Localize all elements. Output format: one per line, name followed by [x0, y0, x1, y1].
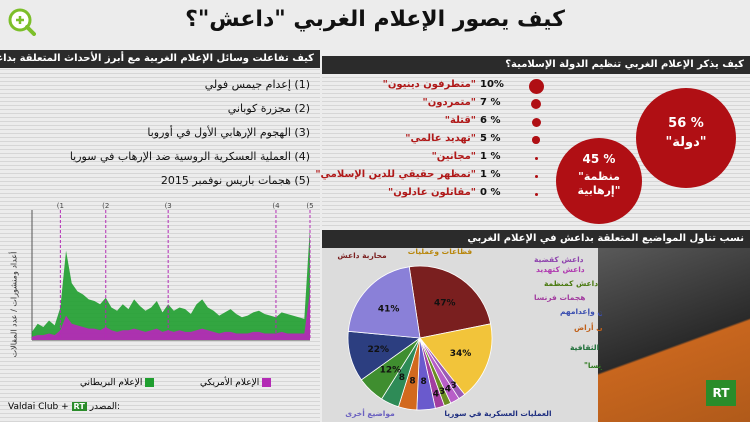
bubble-terror-org: 45 % "منظمة إرهابية" [556, 138, 642, 224]
bubble-state-label: "دولة" [665, 135, 707, 150]
pie-category-label: هجمات فرنسا [534, 293, 585, 302]
pie-value-label: 8 [421, 377, 427, 387]
pie-slice [419, 323, 493, 396]
term-label: "قتلة" [444, 115, 476, 126]
area-series-uk [32, 226, 310, 340]
event-item-5: (5) هجمات باريس نوفمبر 2015 [160, 174, 310, 187]
bubble-terror-pct: 45 % [582, 152, 616, 166]
term-pct: 5 % [480, 133, 501, 144]
event-item-3: (3) الهجوم الإرهابي الأول في أوروبا [147, 126, 310, 139]
legend-uk-swatch [145, 378, 155, 387]
term-label: "متمردون" [422, 97, 476, 108]
event-marker-label-3: (3 [165, 202, 172, 210]
media-area-chart: (1 (2 (3 (4 (5 [31, 202, 314, 341]
term-pct: 1 % [480, 169, 501, 180]
term-pct: 7 % [480, 97, 501, 108]
source-line: Valdai Club + RT المصدر: [8, 402, 168, 416]
term-dot [531, 117, 541, 127]
term-dot [534, 174, 538, 178]
term-label: "متطرفون دينيون" [382, 79, 476, 90]
pie-category-label: داعش كقضية [534, 255, 584, 264]
pie-value-label: 47% [434, 299, 456, 309]
event-marker-label-4: (4 [272, 202, 280, 210]
pie-category-label: داعش كمنظمة [544, 279, 598, 288]
legend-us-swatch [262, 378, 272, 387]
term-row: 6 % "قتلة" [330, 114, 550, 130]
pie-category-label: استيلاء داعش على أراض [574, 322, 602, 332]
pie-category-label: جرائم داعش الثقافية [570, 343, 602, 352]
legend-us: الإعلام الأمريكي [200, 378, 272, 388]
pie-category-label: العمليات العسكرية في سوريا [444, 409, 551, 418]
term-dot [534, 156, 538, 160]
term-label: "تمظهر حقيقي للدين الإسلامي" [315, 169, 476, 180]
pie-value-label: 12% [380, 365, 402, 375]
events-list: (1) إعدام جيمس فولي (2) مجزرة كوباني (3)… [20, 78, 310, 198]
bubble-terror-label: "منظمة إرهابية" [577, 170, 621, 197]
pie-category-label: محاربة داعش [337, 251, 387, 260]
term-row: 5 % "تهديد عالمي" [330, 132, 550, 148]
event-item-2: (2) مجزرة كوباني [227, 102, 310, 115]
pie-value-label: 3 [450, 381, 456, 391]
event-marker-label-1: (1 [57, 202, 64, 210]
pie-category-label: هجمات أخرى غير "نوفمبر فرنسا" [584, 360, 602, 370]
term-dot [532, 136, 540, 144]
legend-us-label: الإعلام الأمريكي [200, 378, 260, 388]
page-title: كيف يصور الإعلام الغربي "داعش"؟ [185, 7, 565, 32]
area-series-us [32, 291, 310, 340]
pie-category-label: مواضيع أخرى [345, 408, 395, 418]
legend-uk: الإعلام البريطاني [80, 378, 155, 388]
pie-slice [408, 265, 492, 339]
terms-list: 10% "متطرفون دينيون" 7 % "متمردون" 6 % "قتلة"… [315, 78, 550, 208]
legend-uk-label: الإعلام البريطاني [80, 378, 143, 388]
term-dot [528, 78, 544, 94]
left-panel-header: كيف تفاعلت وسائل الإعلام الغربية مع أبرز… [0, 50, 320, 68]
pie-value-label: 8 [399, 373, 405, 383]
term-pct: 1 % [480, 151, 501, 162]
term-pct: 10% [480, 79, 504, 90]
pie-value-label: 4 [433, 389, 439, 399]
pie-category-label: داعش كتهديد [536, 265, 585, 274]
chart-y-axis-label: أعداد ومنشورات / عدد المقالات [9, 251, 19, 358]
term-row: 1 % "تمظهر حقيقي للدين الإسلامي" [315, 168, 550, 184]
term-dot [534, 192, 538, 196]
source-text: Valdai Club + [8, 402, 69, 412]
right-top-header: كيف يذكر الإعلام الغربي تنظيم الدولة الإ… [322, 56, 750, 74]
pie-value-label: 34% [450, 349, 472, 359]
term-pct: 0 % [480, 187, 501, 198]
term-pct: 6 % [480, 115, 501, 126]
term-label: "مجانين" [431, 151, 476, 162]
pie-category-label: فظاعات وعمليات [408, 248, 472, 256]
magnifier-logo [6, 6, 36, 36]
rt-logo: RT [71, 402, 87, 411]
term-dot [530, 98, 542, 110]
right-bottom-header: نسب تناول المواضيع المتعلقة بداعش في الإ… [322, 230, 750, 248]
pie-category-label: خطف رهائن وإعدامهم [560, 307, 602, 316]
term-row: 0 % "مقاتلون عادلون" [330, 186, 550, 202]
source-label: المصدر: [89, 402, 121, 412]
term-row: 7 % "متمردون" [330, 96, 550, 112]
pie-value-label: 22% [368, 345, 390, 355]
event-item-4: (4) العملية العسكرية الروسية ضد الإرهاب … [69, 150, 310, 163]
rt-watermark-logo: RT [706, 380, 736, 406]
term-row: 1 % "مجانين" [330, 150, 550, 166]
pie-value-label: 8 [409, 377, 415, 387]
bubble-state-pct: 56 % [668, 116, 704, 131]
term-label: "مقاتلون عادلون" [388, 187, 476, 198]
term-label: "تهديد عالمي" [405, 133, 476, 144]
event-marker-label-2: (2 [102, 202, 109, 210]
term-row: 10% "متطرفون دينيون" [330, 78, 550, 94]
pie-value-label: 41% [378, 304, 400, 314]
pie-value-label: 3 [439, 387, 445, 397]
pie-slice [347, 266, 421, 339]
event-marker-label-5: (5 [306, 202, 313, 210]
bubble-state: 56 % "دولة" [636, 88, 736, 188]
event-item-1: (1) إعدام جيمس فولي [204, 78, 310, 91]
left-panel-bg [0, 50, 320, 422]
pie-value-label: 4 [445, 384, 451, 394]
chart-legend: الإعلام الأمريكي الإعلام البريطاني [40, 378, 310, 394]
